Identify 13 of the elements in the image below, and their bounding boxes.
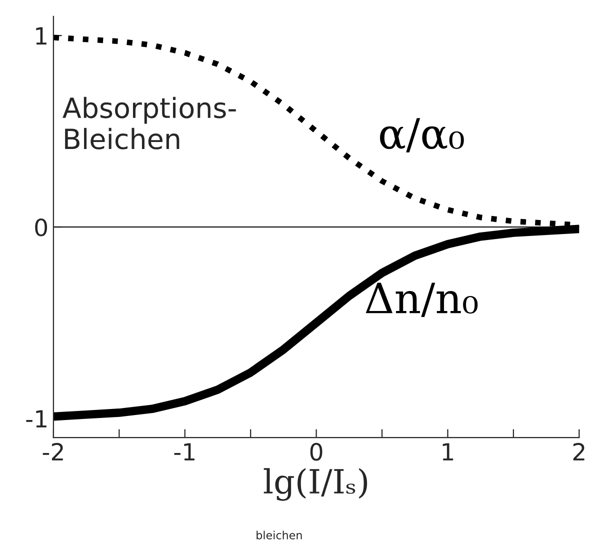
y-tick-label: 0 — [35, 218, 48, 236]
y-tick-label: -1 — [26, 410, 46, 428]
x-tick-label: -2 — [42, 442, 63, 460]
x-tick-label: 0 — [310, 442, 322, 461]
x-tick-label: -1 — [174, 443, 194, 460]
series-label: α/α₀ — [380, 118, 464, 152]
x-axis-title: lg(I/Iₛ) — [264, 468, 368, 501]
y-tick-label: 1 — [36, 27, 46, 45]
x-tick-label: 2 — [573, 442, 584, 460]
x-tick-label: 1 — [442, 443, 454, 460]
annotation: Absorptions- Bleichen — [62, 96, 236, 150]
series-label: Δn/n₀ — [366, 282, 478, 318]
text: bleichen — [256, 530, 302, 540]
